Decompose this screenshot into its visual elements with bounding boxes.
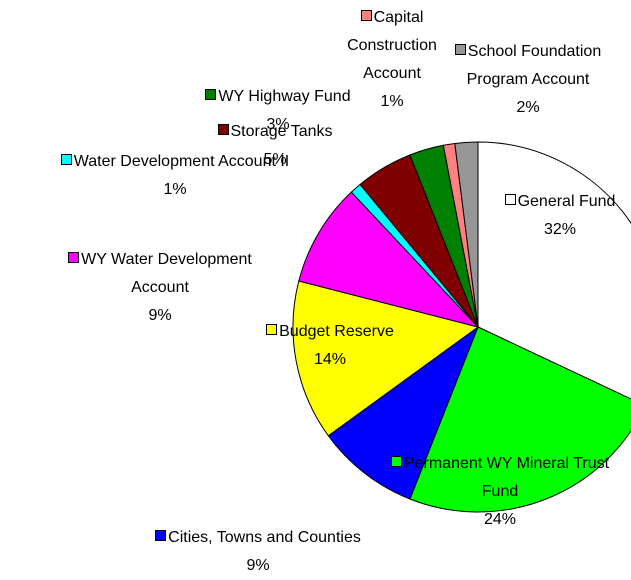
slice-name: Budget Reserve xyxy=(279,323,394,340)
legend-marker xyxy=(504,194,516,205)
slice-percent: 14% xyxy=(313,351,347,368)
slice-percent: 1% xyxy=(380,93,404,110)
slice-label: School Foundation Program Account 2% xyxy=(438,38,618,122)
slice-label: WY Water Development Account 9% xyxy=(40,246,280,330)
pie-slice xyxy=(298,191,480,328)
slice-name: Permanent WY Mineral Trust Fund xyxy=(403,455,610,500)
slice-label: Storage Tanks 5% xyxy=(195,118,355,174)
slice-label: Capital Construction Account 1% xyxy=(337,4,447,116)
slice-percent: 24% xyxy=(483,511,517,528)
slice-label: Permanent WY Mineral Trust Fund 24% xyxy=(380,450,620,534)
legend-marker xyxy=(266,324,278,335)
pie-slice xyxy=(477,141,631,400)
slice-percent: 2% xyxy=(516,99,540,116)
legend-marker xyxy=(68,252,80,263)
legend-marker xyxy=(360,10,372,21)
slice-percent: 1% xyxy=(163,181,187,198)
pie-slice xyxy=(292,280,480,437)
slice-name: School Foundation Program Account xyxy=(466,43,602,88)
slice-name: Capital Construction Account xyxy=(347,9,437,82)
slice-label: Budget Reserve 14% xyxy=(245,318,415,374)
slice-name: Water Development Account II xyxy=(73,153,290,170)
legend-marker xyxy=(454,44,466,55)
slice-label: WY Highway Fund 3% xyxy=(203,83,353,139)
slice-name: General Fund xyxy=(517,193,616,210)
slice-percent: 9% xyxy=(148,307,172,324)
slice-percent: 5% xyxy=(263,151,287,168)
legend-marker xyxy=(390,456,402,467)
slice-percent: 9% xyxy=(246,557,270,574)
pie-slice xyxy=(409,326,631,513)
pie-slice xyxy=(454,141,479,328)
legend-marker xyxy=(205,89,217,100)
slice-name: Cities, Towns and Counties xyxy=(168,529,361,546)
slice-name: Storage Tanks xyxy=(230,123,333,140)
slice-percent: 32% xyxy=(543,221,577,238)
slice-label: General Fund 32% xyxy=(480,188,631,244)
slice-name: WY Water Development Account xyxy=(81,251,252,296)
slice-percent: 3% xyxy=(266,116,290,133)
slice-label: Cities, Towns and Counties 9% xyxy=(108,524,408,580)
legend-marker xyxy=(60,154,72,165)
legend-marker xyxy=(217,124,229,135)
legend-marker xyxy=(155,530,167,541)
slice-name: WY Highway Fund xyxy=(218,88,351,105)
slice-label: Water Development Account II 1% xyxy=(30,148,320,204)
pie-slice xyxy=(327,325,480,500)
